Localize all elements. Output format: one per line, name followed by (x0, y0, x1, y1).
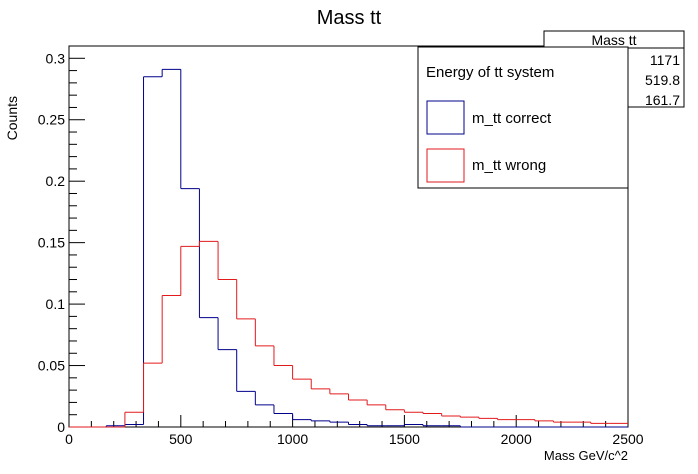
stats-value-std-dev: 161.7 (645, 92, 680, 108)
y-axis-label: Counts (4, 96, 20, 140)
legend-frame (417, 46, 629, 189)
y-tick-label: 0.25 (38, 112, 65, 128)
y-tick-label: 0.3 (46, 50, 66, 66)
x-axis: 0 500 1000 1500 2000 2500 (65, 415, 644, 447)
legend-title: Energy of tt system (426, 64, 554, 81)
x-tick-label: 1000 (277, 431, 308, 447)
legend-label-wrong: m_tt wrong (472, 157, 546, 174)
x-tick-label: 2500 (612, 431, 643, 447)
y-axis: 0 0.05 0.1 0.15 0.2 0.25 0.3 (38, 45, 85, 435)
stats-value-entries: 1171 (650, 52, 680, 68)
x-tick-label: 0 (65, 431, 73, 447)
stats-value-mean: 519.8 (645, 72, 680, 88)
y-tick-label: 0.05 (38, 358, 65, 374)
series-wrong (69, 240, 628, 428)
legend: Energy of tt system m_tt correct m_tt wr… (417, 46, 629, 189)
x-tick-label: 500 (169, 431, 193, 447)
y-tick-label: 0.1 (46, 296, 66, 312)
x-axis-label: Mass GeV/c^2 (544, 448, 628, 463)
legend-swatch-correct (426, 100, 465, 135)
y-tick-label: 0.2 (46, 173, 66, 189)
y-tick-label: 0.15 (38, 235, 65, 251)
plot-frame (68, 45, 629, 428)
plot-border (68, 45, 629, 428)
x-tick-label: 1500 (389, 431, 420, 447)
stats-box-title: Mass tt (591, 32, 636, 48)
y-tick-label: 0 (57, 419, 65, 435)
x-tick-label: 2000 (501, 431, 532, 447)
legend-swatch-wrong (426, 148, 465, 183)
chart-title: Mass tt (317, 7, 382, 29)
series-layer (69, 68, 628, 428)
legend-label-correct: m_tt correct (472, 110, 552, 127)
